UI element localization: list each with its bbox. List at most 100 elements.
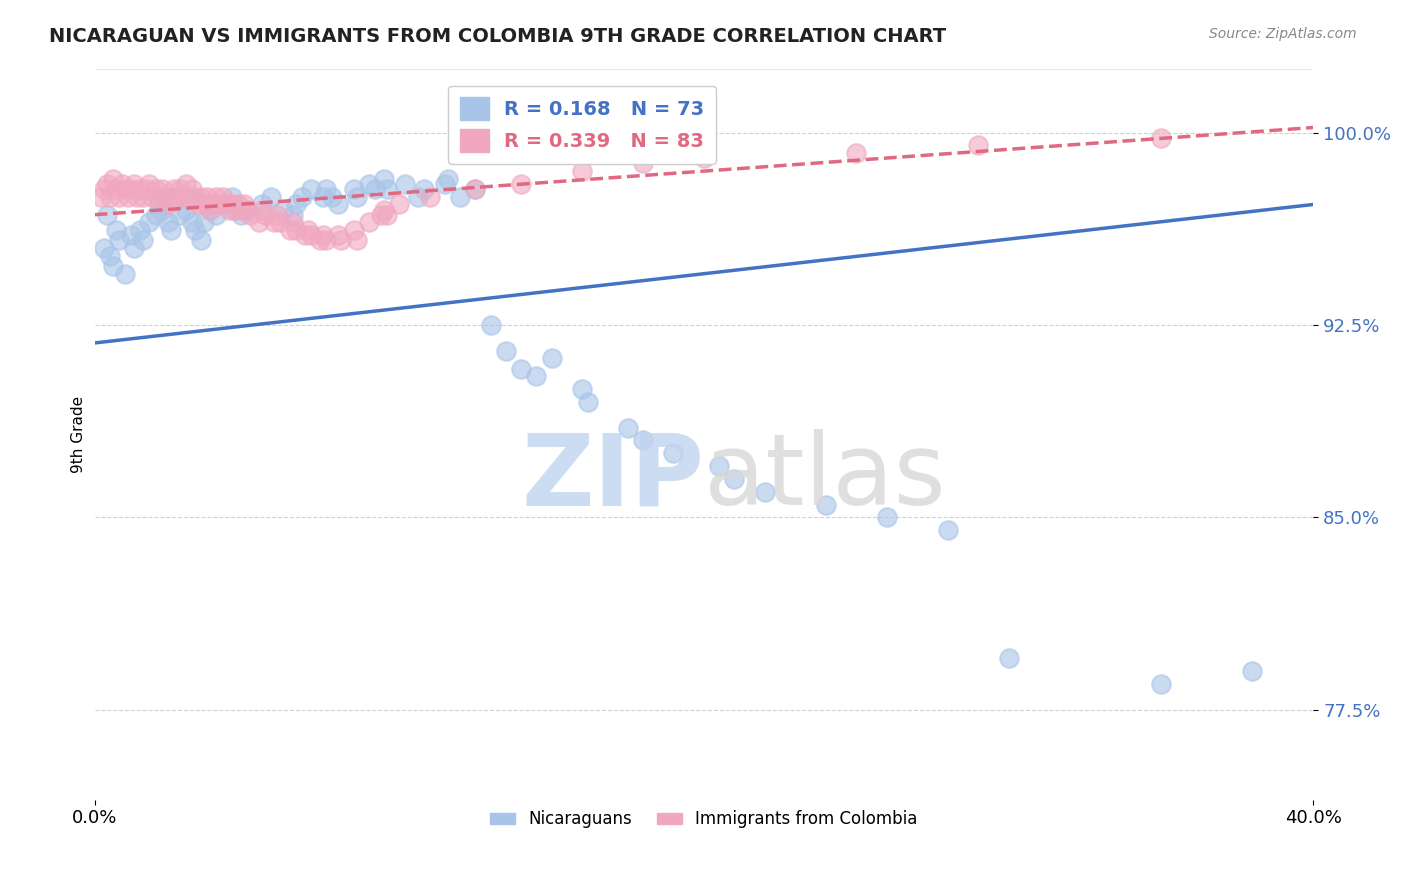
Text: atlas: atlas — [704, 429, 946, 526]
Point — [433, 177, 456, 191]
Point — [101, 171, 124, 186]
Point — [159, 223, 181, 237]
Point — [120, 182, 142, 196]
Point — [208, 197, 231, 211]
Point — [122, 177, 145, 191]
Point — [967, 138, 990, 153]
Point — [328, 228, 350, 243]
Point — [135, 182, 157, 196]
Point — [299, 182, 322, 196]
Point — [232, 197, 254, 211]
Point — [114, 267, 136, 281]
Point — [202, 197, 225, 211]
Point — [236, 202, 259, 217]
Point — [229, 208, 252, 222]
Point — [571, 382, 593, 396]
Point — [524, 369, 547, 384]
Point — [224, 202, 246, 217]
Point — [876, 510, 898, 524]
Point — [281, 208, 304, 222]
Point — [330, 233, 353, 247]
Text: Source: ZipAtlas.com: Source: ZipAtlas.com — [1209, 27, 1357, 41]
Point — [138, 215, 160, 229]
Point — [111, 177, 134, 191]
Point — [187, 197, 209, 211]
Point — [510, 361, 533, 376]
Point — [278, 223, 301, 237]
Point — [284, 223, 307, 237]
Point — [224, 202, 246, 217]
Point — [357, 177, 380, 191]
Point — [181, 182, 204, 196]
Point — [394, 177, 416, 191]
Point — [108, 233, 131, 247]
Point — [364, 182, 387, 196]
Point — [388, 197, 411, 211]
Point — [1150, 677, 1173, 691]
Point — [96, 177, 118, 191]
Point — [375, 182, 398, 196]
Point — [200, 202, 222, 217]
Point — [90, 190, 112, 204]
Point — [200, 202, 222, 217]
Point — [936, 523, 959, 537]
Point — [297, 223, 319, 237]
Point — [464, 182, 486, 196]
Point — [141, 190, 163, 204]
Point — [631, 434, 654, 448]
Point — [129, 223, 152, 237]
Point — [291, 190, 314, 204]
Point — [260, 190, 283, 204]
Point — [148, 197, 170, 211]
Point — [98, 190, 121, 204]
Point — [321, 190, 343, 204]
Point — [342, 182, 364, 196]
Point — [315, 233, 337, 247]
Point — [108, 190, 131, 204]
Point — [662, 446, 685, 460]
Point — [1241, 665, 1264, 679]
Point — [263, 215, 285, 229]
Point — [169, 208, 191, 222]
Point — [269, 215, 291, 229]
Point — [281, 215, 304, 229]
Point — [101, 259, 124, 273]
Point — [309, 233, 332, 247]
Point — [205, 190, 228, 204]
Point — [236, 202, 259, 217]
Point — [159, 190, 181, 204]
Point — [997, 651, 1019, 665]
Point — [495, 343, 517, 358]
Point — [437, 171, 460, 186]
Point — [214, 197, 236, 211]
Point — [150, 182, 173, 196]
Point — [412, 182, 434, 196]
Point — [357, 215, 380, 229]
Point — [181, 215, 204, 229]
Point — [631, 156, 654, 170]
Point — [373, 202, 395, 217]
Point — [373, 171, 395, 186]
Point — [211, 197, 233, 211]
Point — [328, 197, 350, 211]
Point — [117, 190, 139, 204]
Point — [127, 190, 149, 204]
Point — [184, 223, 207, 237]
Point — [814, 498, 837, 512]
Point — [540, 351, 562, 366]
Point — [190, 190, 212, 204]
Point — [145, 208, 167, 222]
Point — [479, 318, 502, 332]
Point — [190, 233, 212, 247]
Point — [294, 228, 316, 243]
Point — [406, 190, 429, 204]
Point — [1150, 130, 1173, 145]
Point — [346, 190, 368, 204]
Point — [375, 208, 398, 222]
Point — [120, 228, 142, 243]
Point — [707, 459, 730, 474]
Point — [132, 190, 155, 204]
Point — [693, 151, 716, 165]
Point — [284, 197, 307, 211]
Legend: Nicaraguans, Immigrants from Colombia: Nicaraguans, Immigrants from Colombia — [484, 804, 925, 835]
